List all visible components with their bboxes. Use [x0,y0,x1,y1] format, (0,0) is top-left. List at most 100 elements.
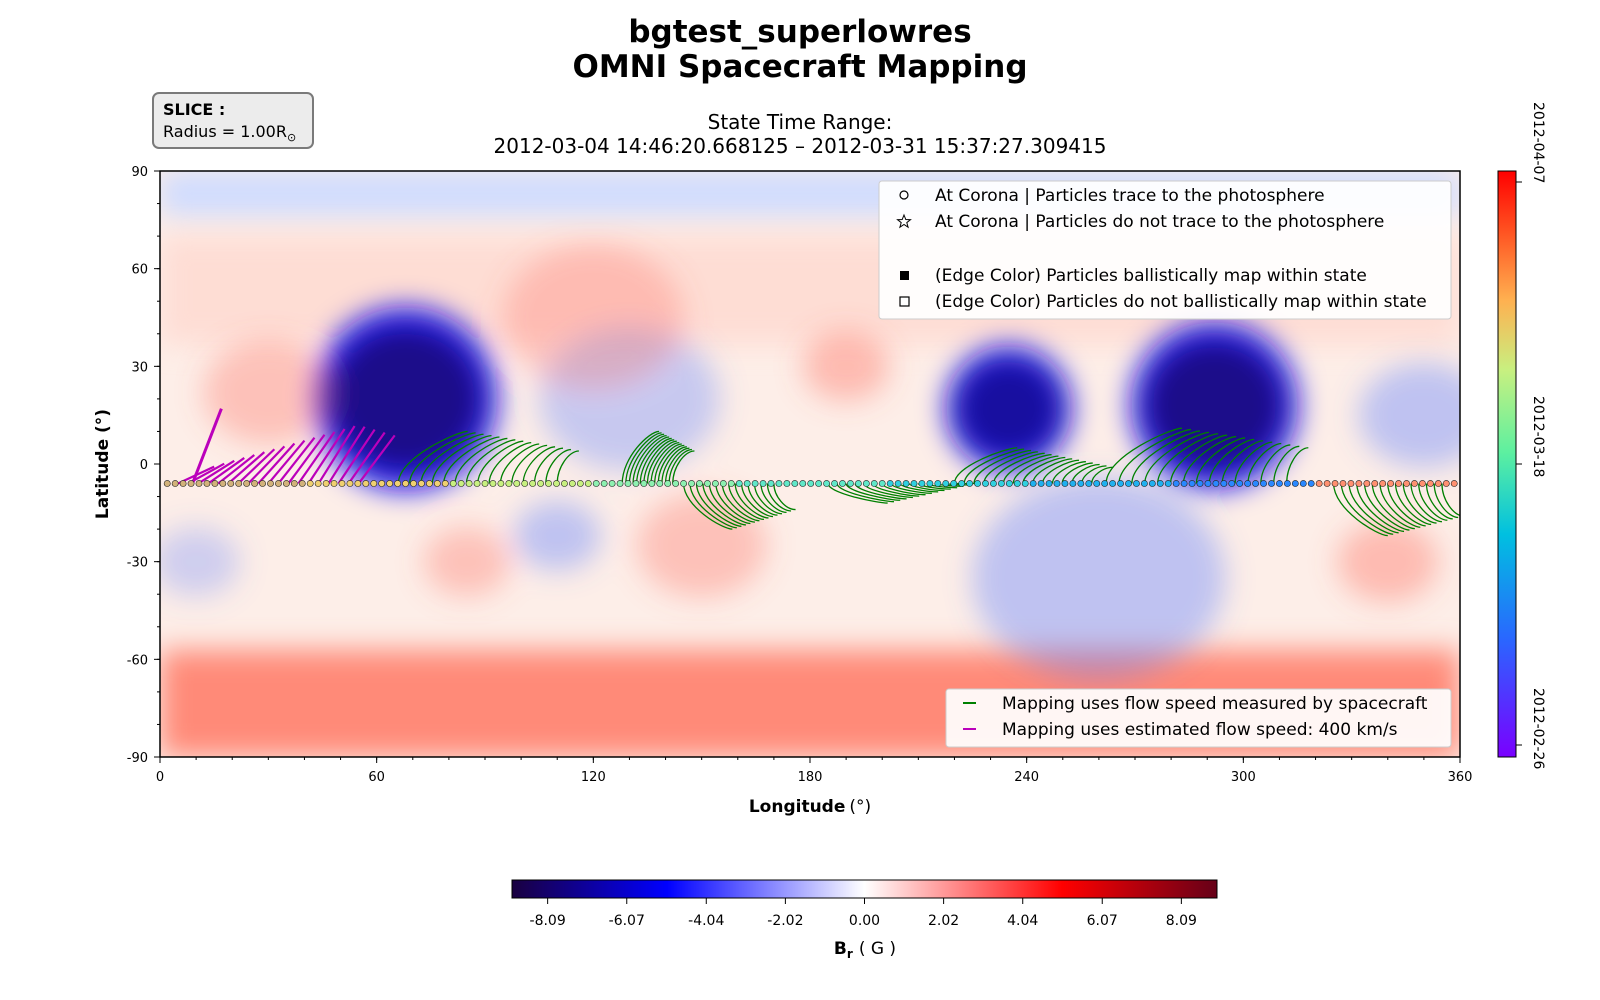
legend-item-measured: Mapping uses flow speed measured by spac… [1002,694,1428,714]
fieldline-measured [695,483,742,527]
trajectory-point [465,480,473,487]
trajectory-point [958,480,966,487]
trajectory-point [711,480,719,487]
fieldline-estimated [267,439,306,485]
trajectory-point [1164,480,1172,487]
chart-title: bgtest_superlowres [628,14,972,50]
fieldline-measured [488,441,532,484]
trajectory-point [505,480,513,487]
trajectory-point [410,480,417,487]
fieldline-estimated [357,434,396,485]
trajectory-point [235,480,243,487]
trajectory-point [847,480,854,487]
trajectory-point [1426,480,1434,487]
trajectory-point [759,480,767,487]
trajectory-point [1204,480,1212,487]
trajectory-point [1133,480,1140,487]
fieldline-measured [760,483,787,514]
trajectory-point [1085,480,1093,487]
fieldline-measured [1051,461,1086,484]
trajectory-point [282,480,290,487]
trajectory-point [1005,480,1013,487]
trajectory-point [616,480,624,487]
trajectory-point [433,480,441,487]
fieldline-measured [1234,441,1273,484]
trajectory-point [823,480,831,487]
trajectory-point [171,480,179,487]
fieldline-measured [983,451,1038,484]
br-blob [203,340,334,445]
fieldline-estimated [207,457,245,485]
fieldline-legend: Mapping uses flow speed measured by spac… [945,688,1452,748]
trajectory-point [1172,480,1180,487]
br-blob [954,357,1063,461]
trajectory-point [346,480,354,487]
trajectory-point [1283,480,1291,487]
fieldline-measured [766,483,792,512]
fieldline-estimated [297,431,336,485]
trajectory-point [195,480,203,487]
trajectory-point [489,480,497,487]
fieldline-measured [1356,483,1405,533]
y-tick-label: 0 [140,458,148,473]
fieldline-measured [654,443,682,484]
trajectory-point [608,480,616,487]
legend-open-square [899,296,910,307]
x-tick-label: 180 [798,770,823,785]
fieldline-measured [397,430,468,484]
trajectory-point [799,480,807,487]
fieldline-estimated [337,428,376,485]
trajectory-point [179,480,187,487]
trajectory-point [481,480,489,487]
fieldline-measured [1247,442,1282,484]
fieldline-estimated [347,431,386,485]
trajectory-point [513,480,521,487]
trajectory-point [425,480,433,487]
fieldline-measured [973,449,1032,484]
trajectory-point [1411,480,1418,487]
trajectory-point [259,480,266,487]
fieldline-measured [1221,440,1264,484]
x-axis-label: Longitude (°) [749,797,871,817]
fieldline-measured [827,483,888,504]
fieldline-estimated [277,436,316,485]
trajectory-point [290,480,298,487]
fieldline-measured [1105,427,1183,484]
trajectory-point [568,480,576,487]
trajectory-point [592,480,600,487]
br-tick-label: 6.07 [1087,913,1118,929]
trajectory-point [1148,480,1156,487]
fieldline-measured [661,446,687,484]
trajectory-point [553,480,560,487]
trajectory-point [997,480,1005,487]
trajectory-point [1125,480,1132,487]
trajectory-point [966,480,974,487]
fieldline-measured [734,483,769,519]
trajectory-point [1347,480,1355,487]
trajectory-point [402,480,409,487]
trajectory-point [1077,480,1085,487]
trajectory-point [719,480,727,487]
trajectory-point [735,480,743,487]
trajectory-point [990,480,997,487]
fieldline-measured [499,443,540,484]
legend-item-noballistic: (Edge Color) Particles do not ballistica… [935,292,1427,312]
trajectory-point [306,480,314,487]
trajectory-point [934,480,942,487]
br-blob [802,331,890,402]
fieldline-measured [715,483,756,523]
x-tick-label: 240 [1014,770,1039,785]
trajectory-point [926,480,934,487]
trajectory-point [1315,480,1323,487]
trajectory-point [545,480,552,487]
fieldline-measured [1340,483,1394,535]
trajectory-point [386,480,394,487]
trajectory-point [791,480,799,487]
trajectory-point [576,480,584,487]
fieldline-measured [650,441,680,484]
fieldline-measured [1042,459,1080,484]
trajectory-point [894,480,902,487]
trajectory-point [1053,480,1061,487]
trajectory-point [1252,480,1260,487]
fieldline-estimated [307,428,346,485]
